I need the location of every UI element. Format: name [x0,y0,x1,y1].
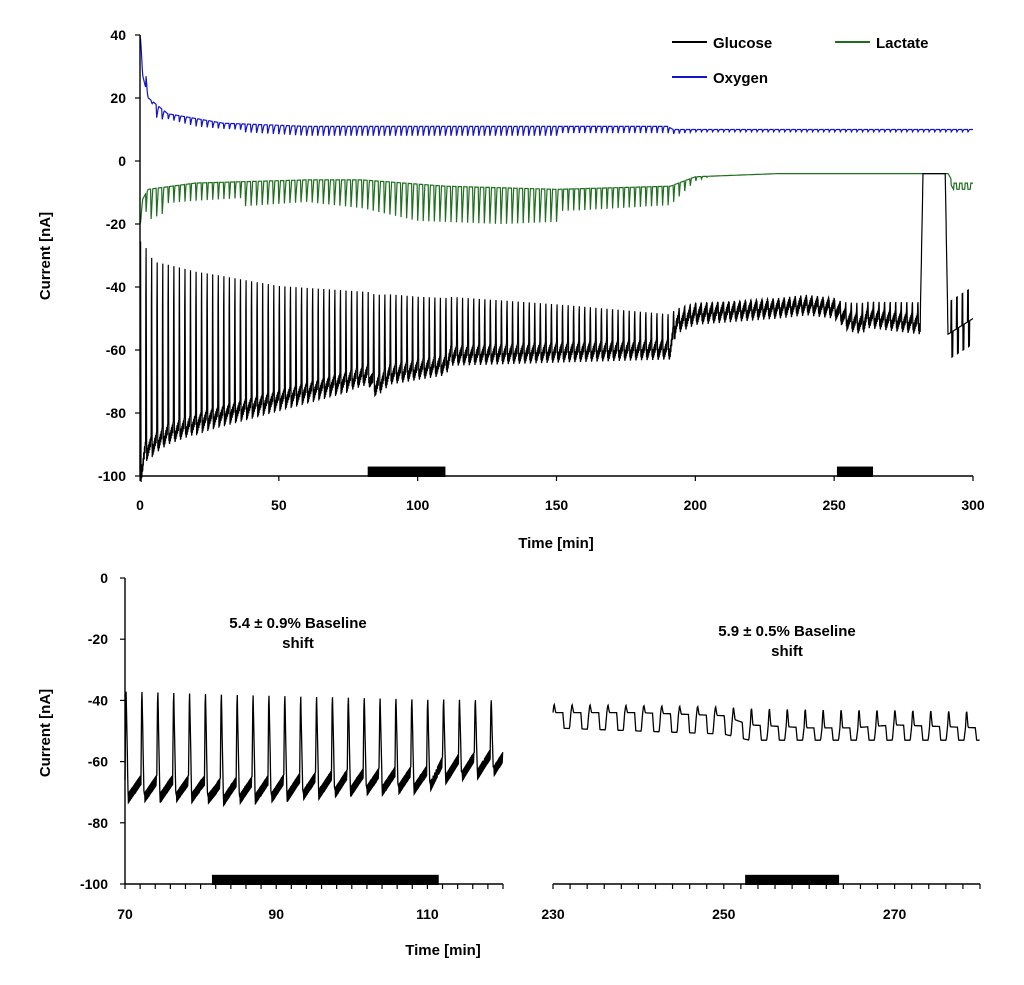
bottom-x-tick-label: 90 [268,906,284,922]
top-y-tick-label: -80 [106,405,126,421]
bottom-series-group [124,691,980,808]
top-y-tick-label: 20 [110,90,126,106]
top-x-tick-label: 300 [961,497,985,513]
top-y-tick-label: -20 [106,216,126,232]
top-x-tick-label: 200 [684,497,708,513]
bottom-x-tick-label: 70 [117,906,133,922]
top-y-tick-label: 40 [110,27,126,43]
bottom-y-ticks: 0 -20 -40 -60 -80 -100 [80,570,125,892]
bottom-x-axis-title: Time [min] [405,942,481,959]
top-series-group [139,34,974,483]
top-x-ticks: 0 50 100 150 200 250 300 [136,476,985,513]
bottom-chart: 0 -20 -40 -60 -80 -100 70 90 110 230 250 270 Time … [37,570,981,959]
bottom-panel-2-glucose-line [552,702,980,741]
bottom-stimulus-bar-2 [745,874,840,885]
top-y-axis-title: Current [nA] [37,212,54,300]
top-x-tick-label: 250 [822,497,846,513]
series-oxygen-line [139,34,973,136]
top-x-tick-label: 50 [271,497,287,513]
series-lactate-line [139,173,973,225]
right-panel-annotation-line-2: shift [771,643,803,660]
top-y-tick-label: -100 [98,468,126,484]
top-x-tick-label: 100 [406,497,430,513]
top-x-tick-label: 150 [545,497,569,513]
bottom-x-tick-label: 230 [541,906,565,922]
legend-label-glucose: Glucose [713,35,772,52]
top-stimulus-bars [367,466,874,477]
legend: Glucose Lactate Oxygen [672,35,929,87]
bottom-y-axis-title: Current [nA] [37,689,54,777]
bottom-y-tick-label: -80 [88,815,108,831]
left-panel-annotation-line-1: 5.4 ± 0.9% Baseline [229,615,366,632]
top-x-tick-label: 0 [136,497,144,513]
bottom-y-tick-label: -100 [80,876,108,892]
bottom-x-tick-label: 250 [712,906,736,922]
top-x-axis-title: Time [min] [518,535,594,552]
top-y-tick-label: -40 [106,279,126,295]
left-panel-annotation-line-2: shift [282,635,314,652]
top-y-tick-label: 0 [118,153,126,169]
bottom-panel-1-glucose-line [124,691,504,808]
bottom-x-tick-label: 110 [416,906,439,922]
legend-label-oxygen: Oxygen [713,70,768,87]
bottom-y-tick-label: -40 [88,692,108,708]
bottom-y-tick-label: -60 [88,754,108,770]
bottom-x-tick-label: 270 [883,906,907,922]
bottom-y-tick-label: 0 [100,570,108,586]
top-stimulus-bar-2 [836,466,874,477]
top-stimulus-bar-1 [367,466,446,477]
right-panel-annotation-line-1: 5.9 ± 0.5% Baseline [718,623,855,640]
bottom-stimulus-bars [211,874,840,885]
series-glucose-line [139,173,974,483]
bottom-y-tick-label: -20 [88,631,108,647]
top-y-tick-label: -60 [106,342,126,358]
top-y-ticks: 40 20 0 -20 -40 -60 -80 -100 [98,27,140,484]
bottom-stimulus-bar-1 [211,874,439,885]
bottom-x-ticks: 70 90 110 230 250 270 [117,884,981,922]
legend-label-lactate: Lactate [876,35,929,52]
